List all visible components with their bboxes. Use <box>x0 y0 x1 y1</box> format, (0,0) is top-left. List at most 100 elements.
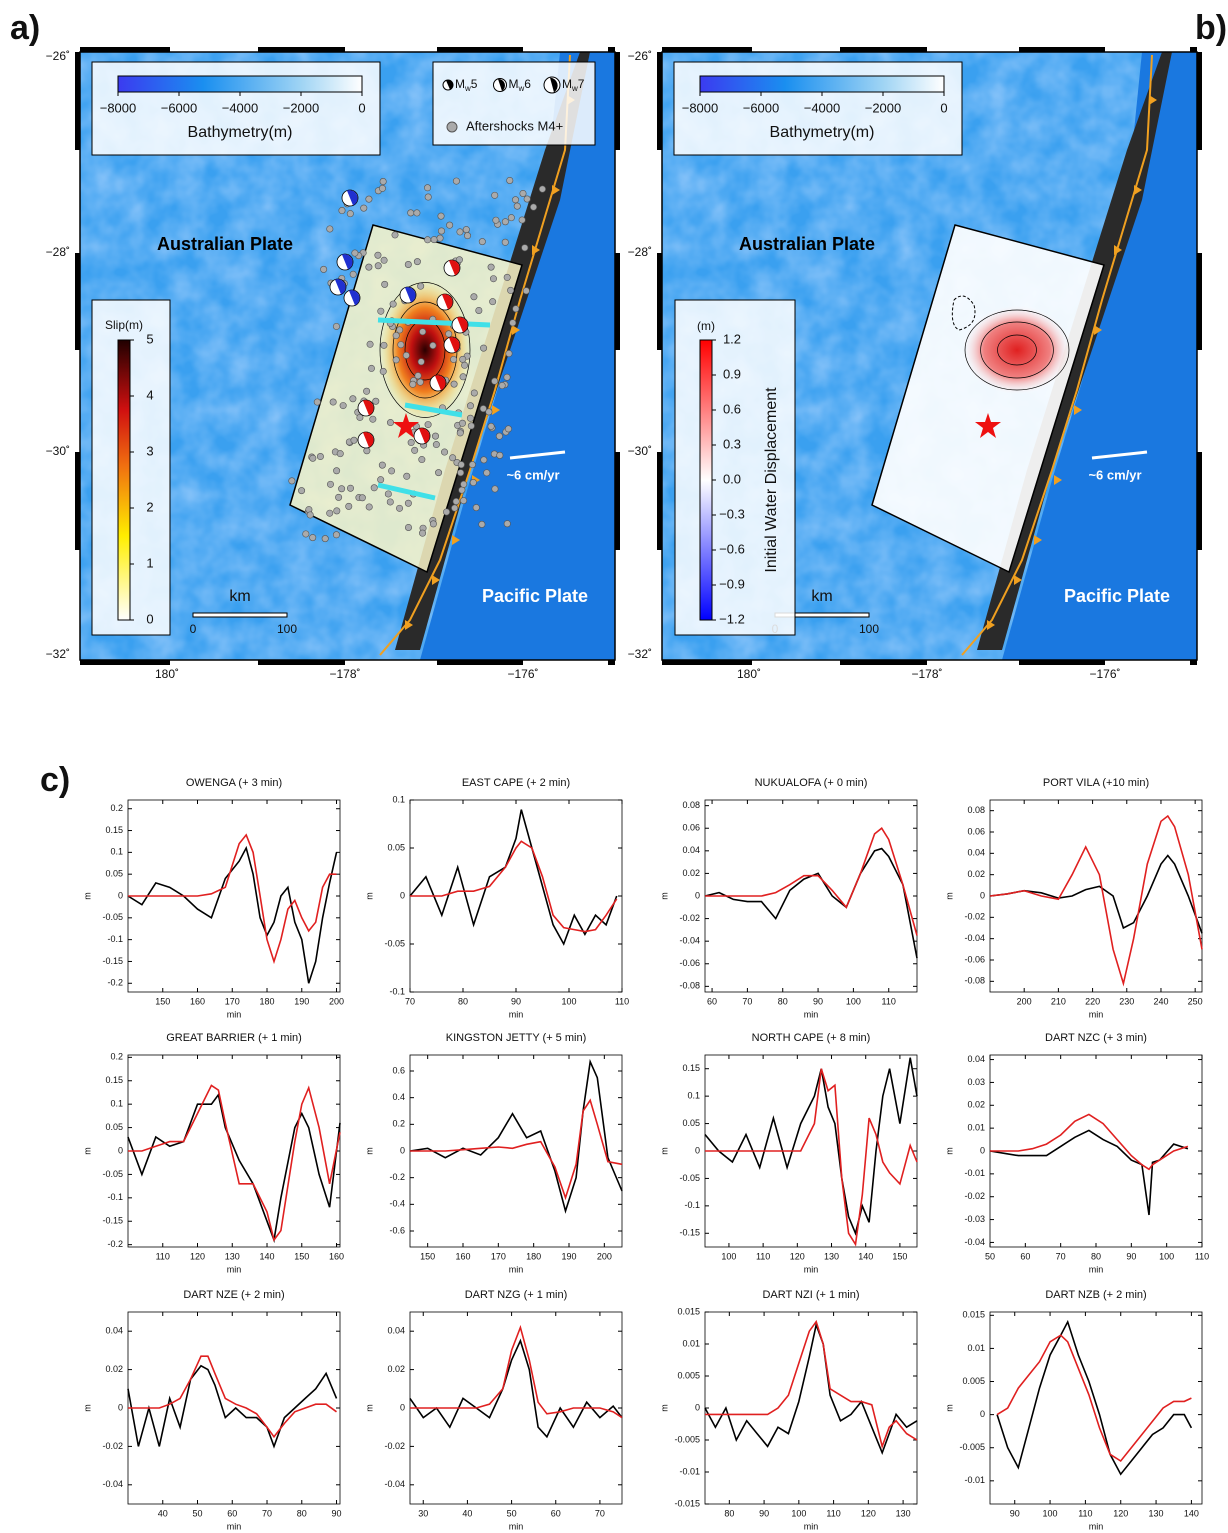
aftershock <box>430 521 436 527</box>
y-tick-label: -0.1 <box>389 986 405 996</box>
plot-frame <box>705 1312 917 1504</box>
lat-label: −30˚ <box>46 444 70 458</box>
aftershock <box>453 498 459 504</box>
aftershock <box>396 327 402 333</box>
legend-label: Aftershocks M4+ <box>466 118 563 133</box>
plate-label: Pacific Plate <box>482 586 588 606</box>
aftershock <box>419 456 425 462</box>
y-axis-label: m <box>364 1404 374 1412</box>
aftershock <box>405 261 411 267</box>
aftershock <box>385 491 391 497</box>
lat-label: −28˚ <box>46 245 70 259</box>
aftershock <box>438 228 444 234</box>
y-tick-label: 0.04 <box>967 1054 985 1064</box>
colorbar <box>118 340 130 620</box>
aftershock <box>432 433 438 439</box>
y-tick-label: 0 <box>400 890 405 900</box>
y-tick-label: 0 <box>118 1145 123 1155</box>
aftershock <box>460 497 466 503</box>
y-tick-label: -0.04 <box>102 1479 123 1489</box>
frame-bar <box>75 452 80 550</box>
x-tick-label: 240 <box>1153 996 1168 1006</box>
x-tick-label: 100 <box>846 996 861 1006</box>
aftershock <box>443 509 449 515</box>
y-tick-label: 0.01 <box>682 1338 700 1348</box>
aftershock <box>337 450 343 456</box>
chart-title: DART NZB (+ 2 min) <box>1045 1289 1146 1301</box>
legend-box <box>92 300 170 635</box>
frame-bar <box>75 52 80 150</box>
aftershock <box>335 494 341 500</box>
aftershock <box>411 447 417 453</box>
frame-bar <box>615 452 620 550</box>
aftershock <box>378 308 384 314</box>
aftershock <box>480 345 486 351</box>
x-tick-label: 180 <box>526 1251 541 1261</box>
aftershock <box>379 185 385 191</box>
aftershock <box>346 503 352 509</box>
aftershock <box>327 510 333 516</box>
y-tick-label: -0.04 <box>679 936 700 946</box>
y-tick-label: -0.02 <box>384 1441 405 1451</box>
y-tick-label: -0.2 <box>107 1239 123 1249</box>
frame-bar <box>662 47 752 52</box>
x-tick-label: 200 <box>597 1251 612 1261</box>
plot-frame <box>128 1055 340 1247</box>
lon-label: −176˚ <box>1089 667 1120 681</box>
colorbar-tick-label: −8000 <box>100 100 137 115</box>
aftershock <box>390 301 396 307</box>
y-tick-label: 0.02 <box>682 868 700 878</box>
y-tick-label: 0.15 <box>682 1063 700 1073</box>
aftershock <box>468 423 474 429</box>
lon-label: 180˚ <box>155 667 179 681</box>
y-tick-label: -0.4 <box>389 1199 405 1209</box>
y-tick-label: -0.005 <box>674 1434 700 1444</box>
y-tick-label: -0.01 <box>964 1475 985 1485</box>
aftershock <box>479 238 485 244</box>
aftershock <box>457 229 463 235</box>
x-axis-label: min <box>509 1009 524 1019</box>
y-axis-label: m <box>82 892 92 900</box>
x-tick-label: 70 <box>595 1508 605 1518</box>
x-tick-label: 150 <box>294 1251 309 1261</box>
y-axis-label: m <box>364 892 374 900</box>
x-tick-label: 100 <box>791 1508 806 1518</box>
legend-label-part: 7 <box>578 77 585 91</box>
aftershock <box>497 452 503 458</box>
x-tick-label: 90 <box>1126 1251 1136 1261</box>
aftershock <box>307 512 313 518</box>
aftershock <box>352 250 358 256</box>
aftershock <box>393 332 399 338</box>
aftershock <box>366 264 372 270</box>
y-tick-label: 0.01 <box>967 1123 985 1133</box>
y-tick-label: 0.02 <box>105 1364 123 1374</box>
rate-label: ~6 cm/yr <box>506 467 559 482</box>
aftershock <box>520 190 526 196</box>
aftershock <box>425 194 431 200</box>
x-tick-label: 50 <box>507 1508 517 1518</box>
x-tick-label: 110 <box>1078 1508 1092 1518</box>
x-tick-label: 80 <box>458 996 468 1006</box>
y-tick-label: 0.04 <box>682 845 700 855</box>
frame-bar <box>657 52 662 150</box>
colorbar-unit: (m) <box>697 319 715 333</box>
y-tick-label: 0.6 <box>392 1065 405 1075</box>
aftershock <box>403 352 409 358</box>
x-tick-label: 190 <box>294 996 309 1006</box>
colorbar <box>700 76 944 92</box>
chart: DART NZI (+ 1 min)8090100110120130-0.015… <box>659 1289 917 1531</box>
y-tick-label: 0 <box>400 1145 405 1155</box>
x-tick-label: 100 <box>721 1251 736 1261</box>
y-axis-label: m <box>659 1404 669 1412</box>
aftershock <box>530 204 536 210</box>
x-tick-label: 90 <box>1010 1508 1020 1518</box>
aftershock <box>310 455 316 461</box>
chart-title: OWENGA (+ 3 min) <box>186 777 282 789</box>
y-tick-label: -0.04 <box>964 933 985 943</box>
aftershock <box>471 294 477 300</box>
frame-bar <box>608 47 615 52</box>
aftershock <box>347 485 353 491</box>
scale-tick: 100 <box>859 622 879 636</box>
aftershock <box>303 531 309 537</box>
y-tick-label: -0.05 <box>102 1169 123 1179</box>
